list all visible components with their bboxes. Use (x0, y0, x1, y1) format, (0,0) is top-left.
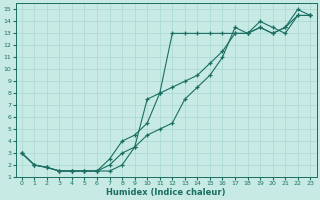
X-axis label: Humidex (Indice chaleur): Humidex (Indice chaleur) (106, 188, 226, 197)
